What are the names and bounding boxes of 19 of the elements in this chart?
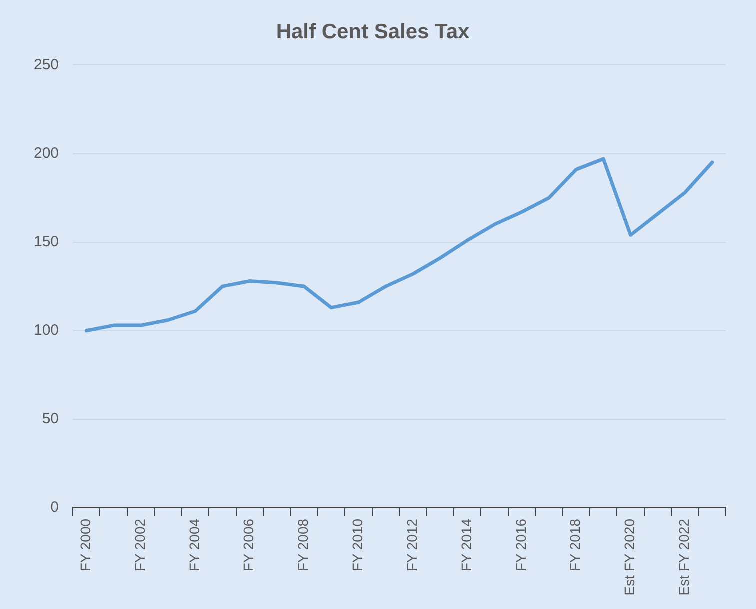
x-tick-label: FY 2006 (240, 518, 257, 572)
x-tick-label: FY 2000 (77, 518, 94, 572)
y-tick-label: 100 (34, 322, 60, 339)
x-tick-label: FY 2012 (404, 518, 420, 572)
y-tick-label: 200 (34, 144, 60, 162)
x-tick-label: Est FY 2020 (622, 518, 638, 596)
y-tick-label: 250 (34, 56, 60, 74)
x-tick-label: FY 2018 (567, 518, 584, 572)
x-tick-label: Est FY 2022 (676, 518, 692, 596)
chart-title: Half Cent Sales Tax (276, 20, 470, 44)
x-tick-label: FY 2014 (458, 518, 474, 572)
x-tick-label: FY 2010 (350, 518, 366, 572)
y-tick-label: 0 (50, 499, 60, 516)
x-tick-label: FY 2004 (186, 518, 202, 572)
y-tick-label: 50 (42, 410, 60, 428)
x-tick-label: FY 2008 (295, 518, 312, 572)
x-tick-label: FY 2002 (132, 518, 148, 572)
x-tick-label: FY 2016 (512, 518, 529, 572)
y-tick-label: 150 (34, 233, 60, 250)
